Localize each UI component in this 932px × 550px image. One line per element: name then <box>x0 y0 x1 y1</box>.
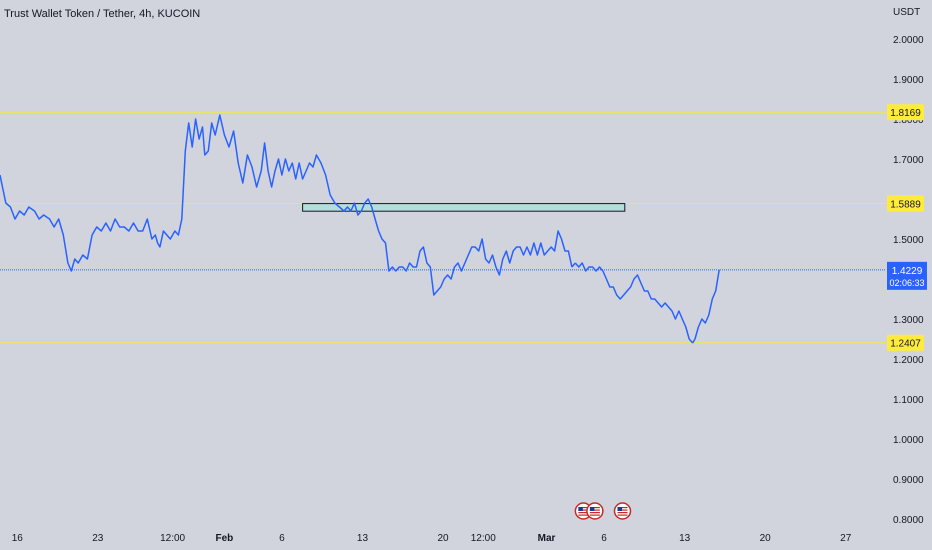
y-tick-label: 1.3000 <box>893 315 924 326</box>
flag-circle <box>613 502 632 520</box>
price-series-segment <box>574 262 694 344</box>
y-tick-label: 2.0000 <box>893 35 924 46</box>
currency-label: USDT <box>893 7 920 18</box>
flag-stripe <box>589 507 600 509</box>
y-tick-label: 1.7000 <box>893 155 924 166</box>
flag-stripe <box>617 514 628 516</box>
y-tick-label: 1.9000 <box>893 75 924 86</box>
y-tick-label: 0.8000 <box>893 515 924 526</box>
events-layer <box>574 502 632 520</box>
x-axis: 16 23 12:00 Feb 6 13 20 12:00 Mar 6 13 20 27 <box>12 533 852 544</box>
price-series-connector <box>692 338 696 344</box>
y-tick-label: 1.1000 <box>893 395 924 406</box>
flag-circle <box>586 502 604 520</box>
flag-canton <box>589 507 595 511</box>
x-tick-label: 6 <box>601 533 607 544</box>
flag-canton <box>578 507 583 511</box>
current-price-tag <box>887 261 927 290</box>
x-tick-label: Feb <box>215 533 233 544</box>
flag-canton <box>617 507 623 511</box>
x-tick-label: 27 <box>840 533 852 544</box>
support-price-label: 1.2407 <box>890 339 921 350</box>
flag-stripe <box>617 509 628 511</box>
flag-stripe <box>617 512 628 514</box>
x-tick-label: 23 <box>92 533 104 544</box>
x-tick-label: 12:00 <box>160 533 185 544</box>
zone-layer <box>302 203 626 212</box>
x-tick-label: 16 <box>12 533 24 544</box>
x-tick-label: 6 <box>279 533 285 544</box>
flag-stripe <box>578 514 589 516</box>
flag-stripe <box>617 507 628 509</box>
y-tick-label: 1.2000 <box>893 355 924 366</box>
mid-level-price-label: 1.5889 <box>890 199 921 210</box>
flag-stripe <box>578 512 589 514</box>
mid-level-price-tag <box>887 195 924 212</box>
price-series-connector <box>571 262 576 268</box>
x-tick-label: 13 <box>357 533 369 544</box>
levels-layer <box>0 111 886 344</box>
x-tick-label: Mar <box>538 533 556 544</box>
x-tick-label: 12:00 <box>471 533 496 544</box>
price-series-segment <box>0 114 573 296</box>
flag-stripe <box>578 507 589 509</box>
y-tick-label: 1.8000 <box>893 115 924 126</box>
bar-countdown-label: 02:06:33 <box>889 278 924 288</box>
supply-zone-box[interactable] <box>302 203 626 212</box>
flag-stripe <box>578 509 589 511</box>
chart-title: Trust Wallet Token / Tether, 4h, KUCOIN <box>4 8 200 20</box>
price-series-segment <box>694 269 720 340</box>
x-tick-label: 20 <box>760 533 772 544</box>
series-layer <box>0 114 720 344</box>
y-tick-label: 1.0000 <box>893 435 924 446</box>
y-tick-label: 1.5000 <box>893 235 924 246</box>
support-price-tag <box>887 334 924 351</box>
flag-stripe <box>589 509 600 511</box>
y-tick-label: 0.9000 <box>893 475 924 486</box>
flag-stripe <box>589 512 600 514</box>
resistance-price-label: 1.8169 <box>890 108 921 119</box>
flag-stripe <box>589 514 600 516</box>
x-tick-label: 20 <box>437 533 449 544</box>
current-price-label: 1.4229 <box>892 266 923 277</box>
resistance-price-tag <box>887 104 924 121</box>
us-flag-event-2-icon[interactable] <box>586 502 604 520</box>
x-tick-label: 13 <box>679 533 691 544</box>
us-flag-event-3-icon[interactable] <box>613 502 632 520</box>
